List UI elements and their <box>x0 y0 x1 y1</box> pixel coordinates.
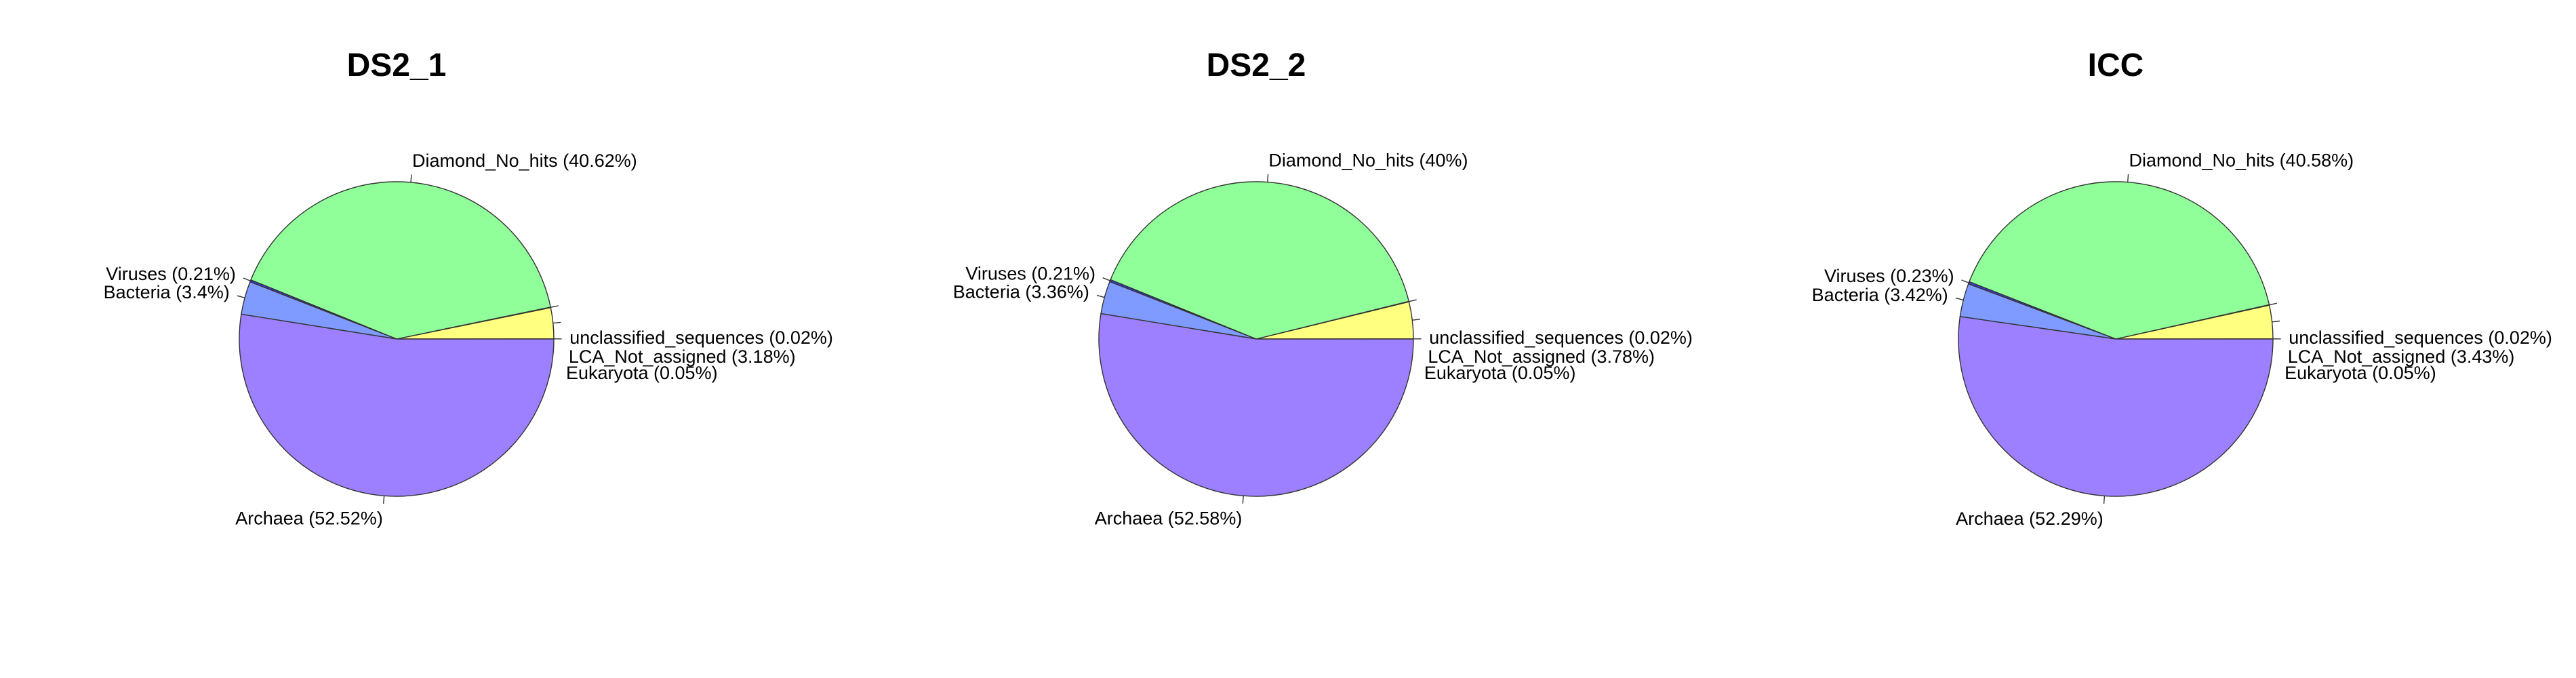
slice-label-archaea: Archaea (52.29%) <box>1956 509 2104 529</box>
slice-label-viruses: Viruses (0.23%) <box>1824 266 1954 286</box>
slice-label-lca-not-assigned: LCA_Not_assigned (3.78%) <box>1428 346 1655 367</box>
leader-line <box>1412 319 1420 321</box>
leader-line <box>1096 294 1105 298</box>
slice-label-archaea: Archaea (52.52%) <box>235 509 383 529</box>
pie-labels: unclassified_sequences (0.02%)LCA_Not_as… <box>1812 151 2552 529</box>
slice-label-viruses: Viruses (0.21%) <box>106 264 236 284</box>
chart-title: DS2_2 <box>1207 47 1306 83</box>
slice-label-unclassified-sequences: unclassified_sequences (0.02%) <box>2289 327 2552 348</box>
slice-label-eukaryota: Eukaryota (0.05%) <box>2285 363 2436 383</box>
pie-slices <box>1958 181 2274 497</box>
leader-line <box>2272 320 2280 323</box>
leader-line <box>243 277 251 281</box>
pie-slice-archaea <box>1098 313 1414 497</box>
leader-line <box>1409 299 1417 302</box>
pie-labels: unclassified_sequences (0.02%)LCA_Not_as… <box>953 150 1693 528</box>
slice-label-unclassified-sequences: unclassified_sequences (0.02%) <box>1429 327 1693 348</box>
slice-label-unclassified-sequences: unclassified_sequences (0.02%) <box>569 327 833 348</box>
pie-panel-ds2-2: DS2_2 unclassified_sequences (0.02%)LCA_… <box>953 47 1693 529</box>
slice-label-bacteria: Bacteria (3.36%) <box>953 282 1089 302</box>
pie-panel-icc: ICC unclassified_sequences (0.02%)LCA_No… <box>1812 47 2552 529</box>
pie-slice-archaea <box>239 313 555 497</box>
pie-slice-archaea <box>1958 316 2274 497</box>
leader-line <box>237 295 245 298</box>
slice-label-diamond-no-hits: Diamond_No_hits (40%) <box>1268 150 1468 170</box>
slice-label-eukaryota: Eukaryota (0.05%) <box>1424 363 1576 383</box>
slice-label-diamond-no-hits: Diamond_No_hits (40.58%) <box>2129 151 2354 171</box>
pie-slices <box>239 181 555 497</box>
leader-line <box>552 321 561 324</box>
leader-line <box>2103 496 2106 504</box>
leader-line <box>2269 302 2277 306</box>
leader-line <box>550 305 559 308</box>
slice-label-bacteria: Bacteria (3.4%) <box>104 282 230 302</box>
chart-title: DS2_1 <box>347 47 447 83</box>
leader-line <box>1102 277 1110 281</box>
pie-panel-ds2-1: DS2_1 unclassified_sequences (0.02%)LCA_… <box>104 47 833 529</box>
slice-label-archaea: Archaea (52.58%) <box>1095 509 1243 529</box>
chart-title: ICC <box>2088 47 2144 83</box>
leader-line <box>1961 279 1969 283</box>
slice-label-diamond-no-hits: Diamond_No_hits (40.62%) <box>412 151 637 171</box>
pie-slices <box>1098 181 1414 497</box>
slice-label-bacteria: Bacteria (3.42%) <box>1812 285 1948 305</box>
slice-label-viruses: Viruses (0.21%) <box>965 264 1095 284</box>
pie-labels: unclassified_sequences (0.02%)LCA_Not_as… <box>104 151 833 529</box>
slice-label-lca-not-assigned: LCA_Not_assigned (3.18%) <box>569 346 796 367</box>
slice-label-lca-not-assigned: LCA_Not_assigned (3.43%) <box>2288 346 2515 367</box>
leader-line <box>2127 174 2129 182</box>
slice-label-eukaryota: Eukaryota (0.05%) <box>566 363 718 383</box>
pie-slice-diamond-no-hits <box>250 181 552 340</box>
leader-line <box>1955 297 1964 301</box>
pie-slice-diamond-no-hits <box>1969 181 2270 340</box>
